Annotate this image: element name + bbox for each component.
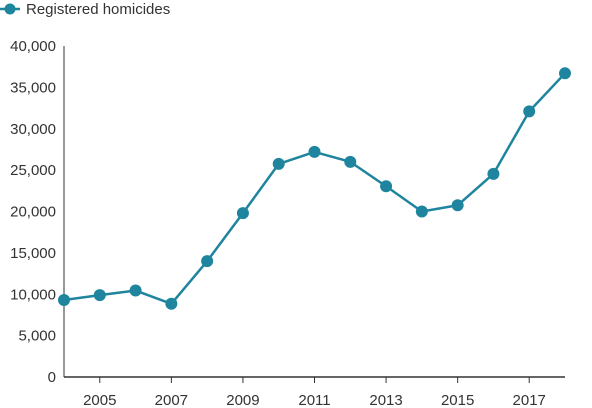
x-tick-label: 2005 <box>83 392 116 408</box>
data-point-2014 <box>415 205 428 218</box>
data-point-2016 <box>487 167 500 180</box>
data-point-2005 <box>93 289 106 302</box>
data-point-2015 <box>451 199 464 212</box>
data-point-2009 <box>236 207 249 220</box>
y-tick-label: 10,000 <box>10 286 56 303</box>
y-tick-label: 30,000 <box>10 121 56 138</box>
data-point-2018 <box>559 67 571 80</box>
data-point-2008 <box>201 255 214 268</box>
y-tick-label: 35,000 <box>10 79 56 96</box>
y-tick-label: 20,000 <box>10 204 56 221</box>
data-point-2012 <box>344 155 357 168</box>
data-point-2007 <box>165 297 178 310</box>
y-tick-label: 15,000 <box>10 245 56 262</box>
y-tick-label: 5,000 <box>18 328 56 345</box>
legend-marker-swatch <box>4 3 16 15</box>
data-point-2006 <box>129 284 142 297</box>
y-tick-label: 25,000 <box>10 162 56 179</box>
data-point-2010 <box>272 157 285 170</box>
data-point-2013 <box>380 180 393 193</box>
data-point-2017 <box>523 105 536 118</box>
data-point-2004 <box>58 294 70 307</box>
y-tick-label: 0 <box>48 369 56 386</box>
x-axis-ticks: 2005 2007 2009 2011 2013 2015 2017 <box>83 377 546 408</box>
x-tick-label: 2011 <box>298 392 330 408</box>
series-points <box>58 67 571 310</box>
x-tick-label: 2007 <box>155 392 188 408</box>
series-line-registered-homicides <box>63 72 566 306</box>
x-tick-label: 2015 <box>441 392 474 408</box>
y-tick-label: 40,000 <box>10 38 56 55</box>
x-tick-label: 2013 <box>369 392 402 408</box>
x-tick-label: 2017 <box>513 392 546 408</box>
y-axis-ticks: 0 5,000 10,000 15,000 20,000 25,000 30,000 35,0… <box>10 38 56 386</box>
x-tick-label: 2009 <box>226 392 259 408</box>
legend-label: Registered homicides <box>26 1 170 18</box>
data-point-2011 <box>308 145 321 158</box>
chart-legend: Registered homicides <box>0 1 170 18</box>
